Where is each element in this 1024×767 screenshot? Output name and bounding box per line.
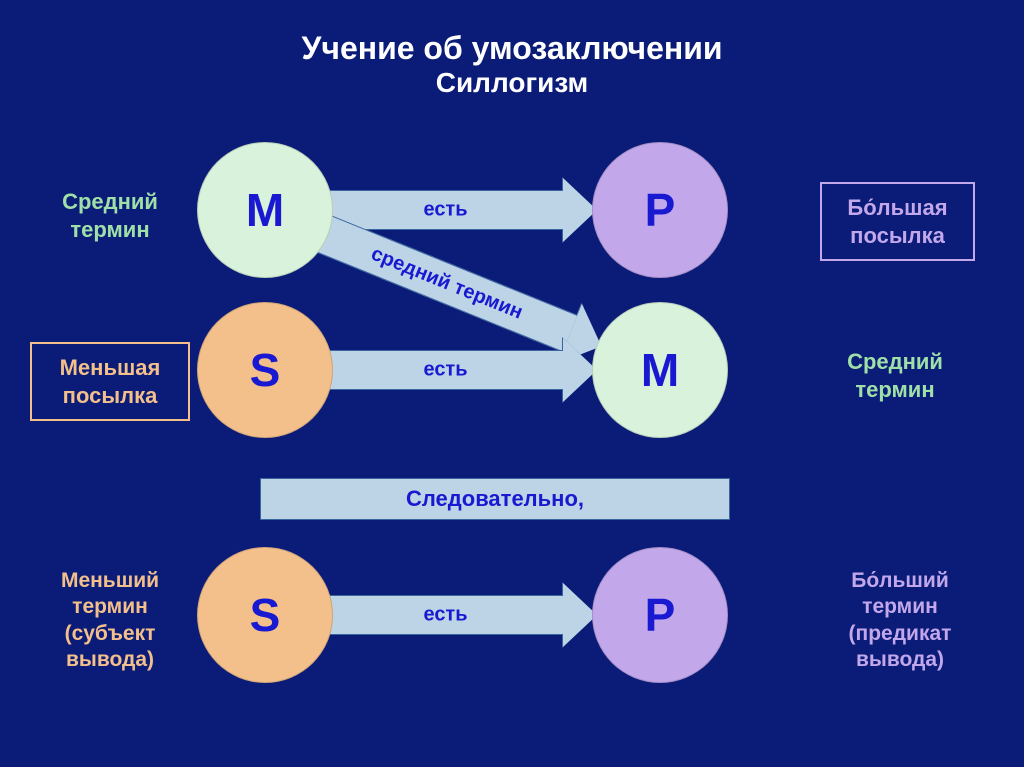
node-M1: M [197, 142, 333, 278]
title: Учение об умозаключении Силлогизм [0, 30, 1024, 99]
arrow-label-a1: есть [327, 199, 564, 222]
label-L6: Бо́льшийтермин(предикатвывода) [820, 568, 980, 673]
arrow-label-a3: есть [327, 359, 564, 382]
node-P2: P [592, 547, 728, 683]
arrow-label-a4: есть [327, 604, 564, 627]
label-L3: Меньшаяпосылка [30, 342, 190, 421]
node-S2: S [197, 547, 333, 683]
node-S1: S [197, 302, 333, 438]
label-L1: Среднийтермин [35, 188, 185, 243]
label-L4: Среднийтермин [820, 348, 970, 403]
label-L5: Меньшийтермин(субъектвывода) [35, 568, 185, 673]
therefore-bar: Следовательно, [260, 478, 730, 520]
title-line-2: Силлогизм [0, 67, 1024, 99]
node-P1: P [592, 142, 728, 278]
therefore-text: Следовательно, [406, 486, 584, 512]
title-line-1: Учение об умозаключении [0, 30, 1024, 67]
node-M2: M [592, 302, 728, 438]
label-L2: Бо́льшаяпосылка [820, 182, 975, 261]
